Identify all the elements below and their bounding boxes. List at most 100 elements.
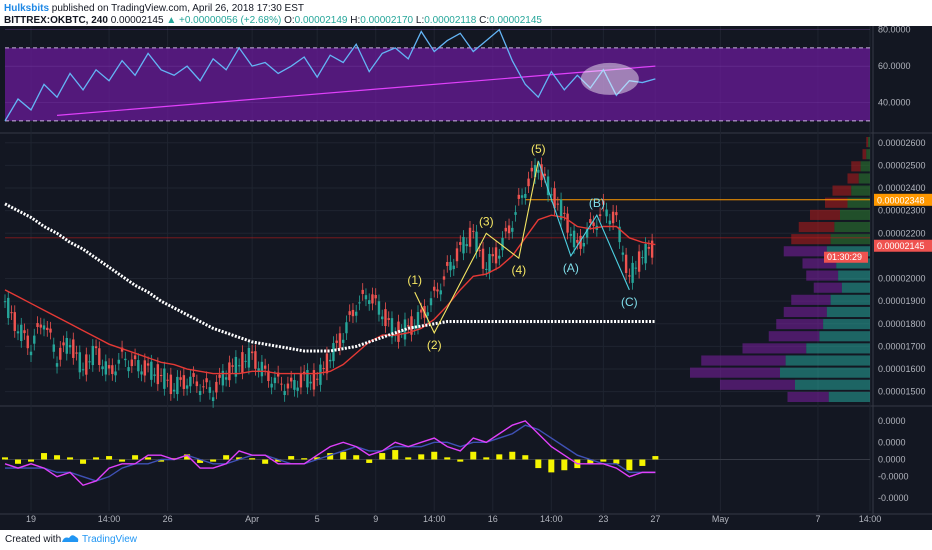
macd-histogram-bar xyxy=(327,453,334,460)
chart-area[interactable]: 80.0000 60.0000 40.0000 0.00002600 0.0000250… xyxy=(0,25,932,536)
candle-body xyxy=(579,235,582,249)
author-link[interactable]: Hulksbits xyxy=(4,3,50,14)
macd-histogram-bar xyxy=(379,453,386,460)
candle-body xyxy=(98,348,101,365)
candle-body xyxy=(624,254,628,273)
macd-histogram-bar xyxy=(405,457,412,460)
candle-body xyxy=(322,368,325,370)
created-with-label: Created with xyxy=(5,534,62,545)
macd-histogram-bar xyxy=(15,459,22,464)
candle-body xyxy=(569,233,573,236)
macd-histogram-bar xyxy=(314,457,321,460)
candle-body xyxy=(312,370,316,390)
time-tick-label: 26 xyxy=(163,514,173,524)
candle-body xyxy=(413,325,416,329)
volume-profile-bar xyxy=(847,173,859,184)
candle-body xyxy=(341,339,345,343)
volume-profile-bar xyxy=(768,331,820,342)
volume-profile-bar xyxy=(806,343,870,354)
wave-label: (1) xyxy=(407,273,422,287)
candle-body xyxy=(628,275,631,277)
candle-body xyxy=(351,309,355,317)
candle-body xyxy=(46,327,49,331)
change-value: +0.00000056 (+2.68%) xyxy=(179,15,282,26)
volume-profile-bar xyxy=(813,282,842,293)
volume-profile-bar xyxy=(787,391,829,402)
last-price: 0.00002145 xyxy=(110,15,164,26)
candle-body xyxy=(556,203,560,205)
close-value: 0.00002145 xyxy=(489,15,542,26)
candle-body xyxy=(7,297,10,319)
volume-profile-bar xyxy=(776,319,824,330)
time-tick-label: Apr xyxy=(245,514,259,524)
chart-svg[interactable]: 80.0000 60.0000 40.0000 0.00002600 0.0000250… xyxy=(0,25,932,536)
candle-body xyxy=(224,377,228,380)
candle-body xyxy=(371,294,374,304)
wave-label: (C) xyxy=(621,295,638,309)
candle-body xyxy=(572,230,576,248)
macd-histogram-bar xyxy=(67,457,74,460)
time-tick-label: 7 xyxy=(815,514,820,524)
volume-profile-bar xyxy=(783,246,827,257)
rsi-tick-label: 60.0000 xyxy=(878,61,911,71)
time-tick-label: 14:00 xyxy=(540,514,563,524)
candle-body xyxy=(75,352,78,354)
macd-histogram-bar xyxy=(470,451,477,460)
candle-body xyxy=(309,381,312,384)
volume-profile-bar xyxy=(795,379,870,390)
candle-body xyxy=(550,194,553,196)
candle-body xyxy=(498,255,501,259)
candle-body xyxy=(94,346,98,349)
candle-body xyxy=(250,351,254,354)
tradingview-brand[interactable]: TradingView xyxy=(82,534,138,545)
price-tick-label: 0.00001800 xyxy=(878,319,926,329)
candle-body xyxy=(524,193,527,198)
candle-body xyxy=(91,345,95,366)
candle-body xyxy=(504,227,507,232)
macd-histogram-bar xyxy=(132,455,139,460)
candle-body xyxy=(127,367,130,372)
macd-histogram-bar xyxy=(2,457,8,460)
macd-histogram-bar xyxy=(431,451,438,460)
candle-body xyxy=(553,188,556,209)
candle-body xyxy=(511,227,514,232)
macd-histogram-bar xyxy=(535,459,542,469)
volume-profile-bar xyxy=(866,149,870,160)
candle-body xyxy=(140,371,143,375)
candle-body xyxy=(566,213,569,233)
price-tick-label: 0.00001600 xyxy=(878,364,926,374)
candle-body xyxy=(517,194,520,199)
candle-body xyxy=(273,377,277,384)
volume-profile-bar xyxy=(847,197,870,208)
volume-profile-bar xyxy=(840,209,870,220)
volume-profile-bar xyxy=(830,294,870,305)
symbol-label[interactable]: BITTREX:OKBTC, 240 xyxy=(4,15,108,26)
candle-body xyxy=(293,379,296,390)
macd-histogram-bar xyxy=(249,458,256,460)
candle-body xyxy=(117,359,121,364)
candle-body xyxy=(179,377,182,380)
candle-body xyxy=(88,361,91,363)
macd-histogram-bar xyxy=(262,459,269,464)
candle-body xyxy=(507,225,511,234)
candle-body xyxy=(156,364,160,385)
candle-body xyxy=(283,390,286,396)
wave-label: (4) xyxy=(511,263,526,277)
published-text: published on TradingView.com, April 26, … xyxy=(51,3,304,14)
candle-body xyxy=(589,219,592,223)
macd-histogram-bar xyxy=(158,459,165,462)
macd-histogram-bar xyxy=(366,459,373,463)
candle-body xyxy=(543,173,547,176)
macd-signal-line xyxy=(5,424,656,482)
candle-body xyxy=(381,316,384,320)
macd-tick-label: 0.0000 xyxy=(878,437,906,447)
candle-body xyxy=(605,209,608,217)
candle-body xyxy=(335,340,338,343)
candle-body xyxy=(449,261,452,271)
candle-body xyxy=(332,343,335,362)
candle-body xyxy=(306,369,309,388)
candle-body xyxy=(153,374,156,376)
price-tick-label: 0.00002400 xyxy=(878,183,926,193)
candle-body xyxy=(650,240,654,258)
candle-body xyxy=(576,239,579,243)
